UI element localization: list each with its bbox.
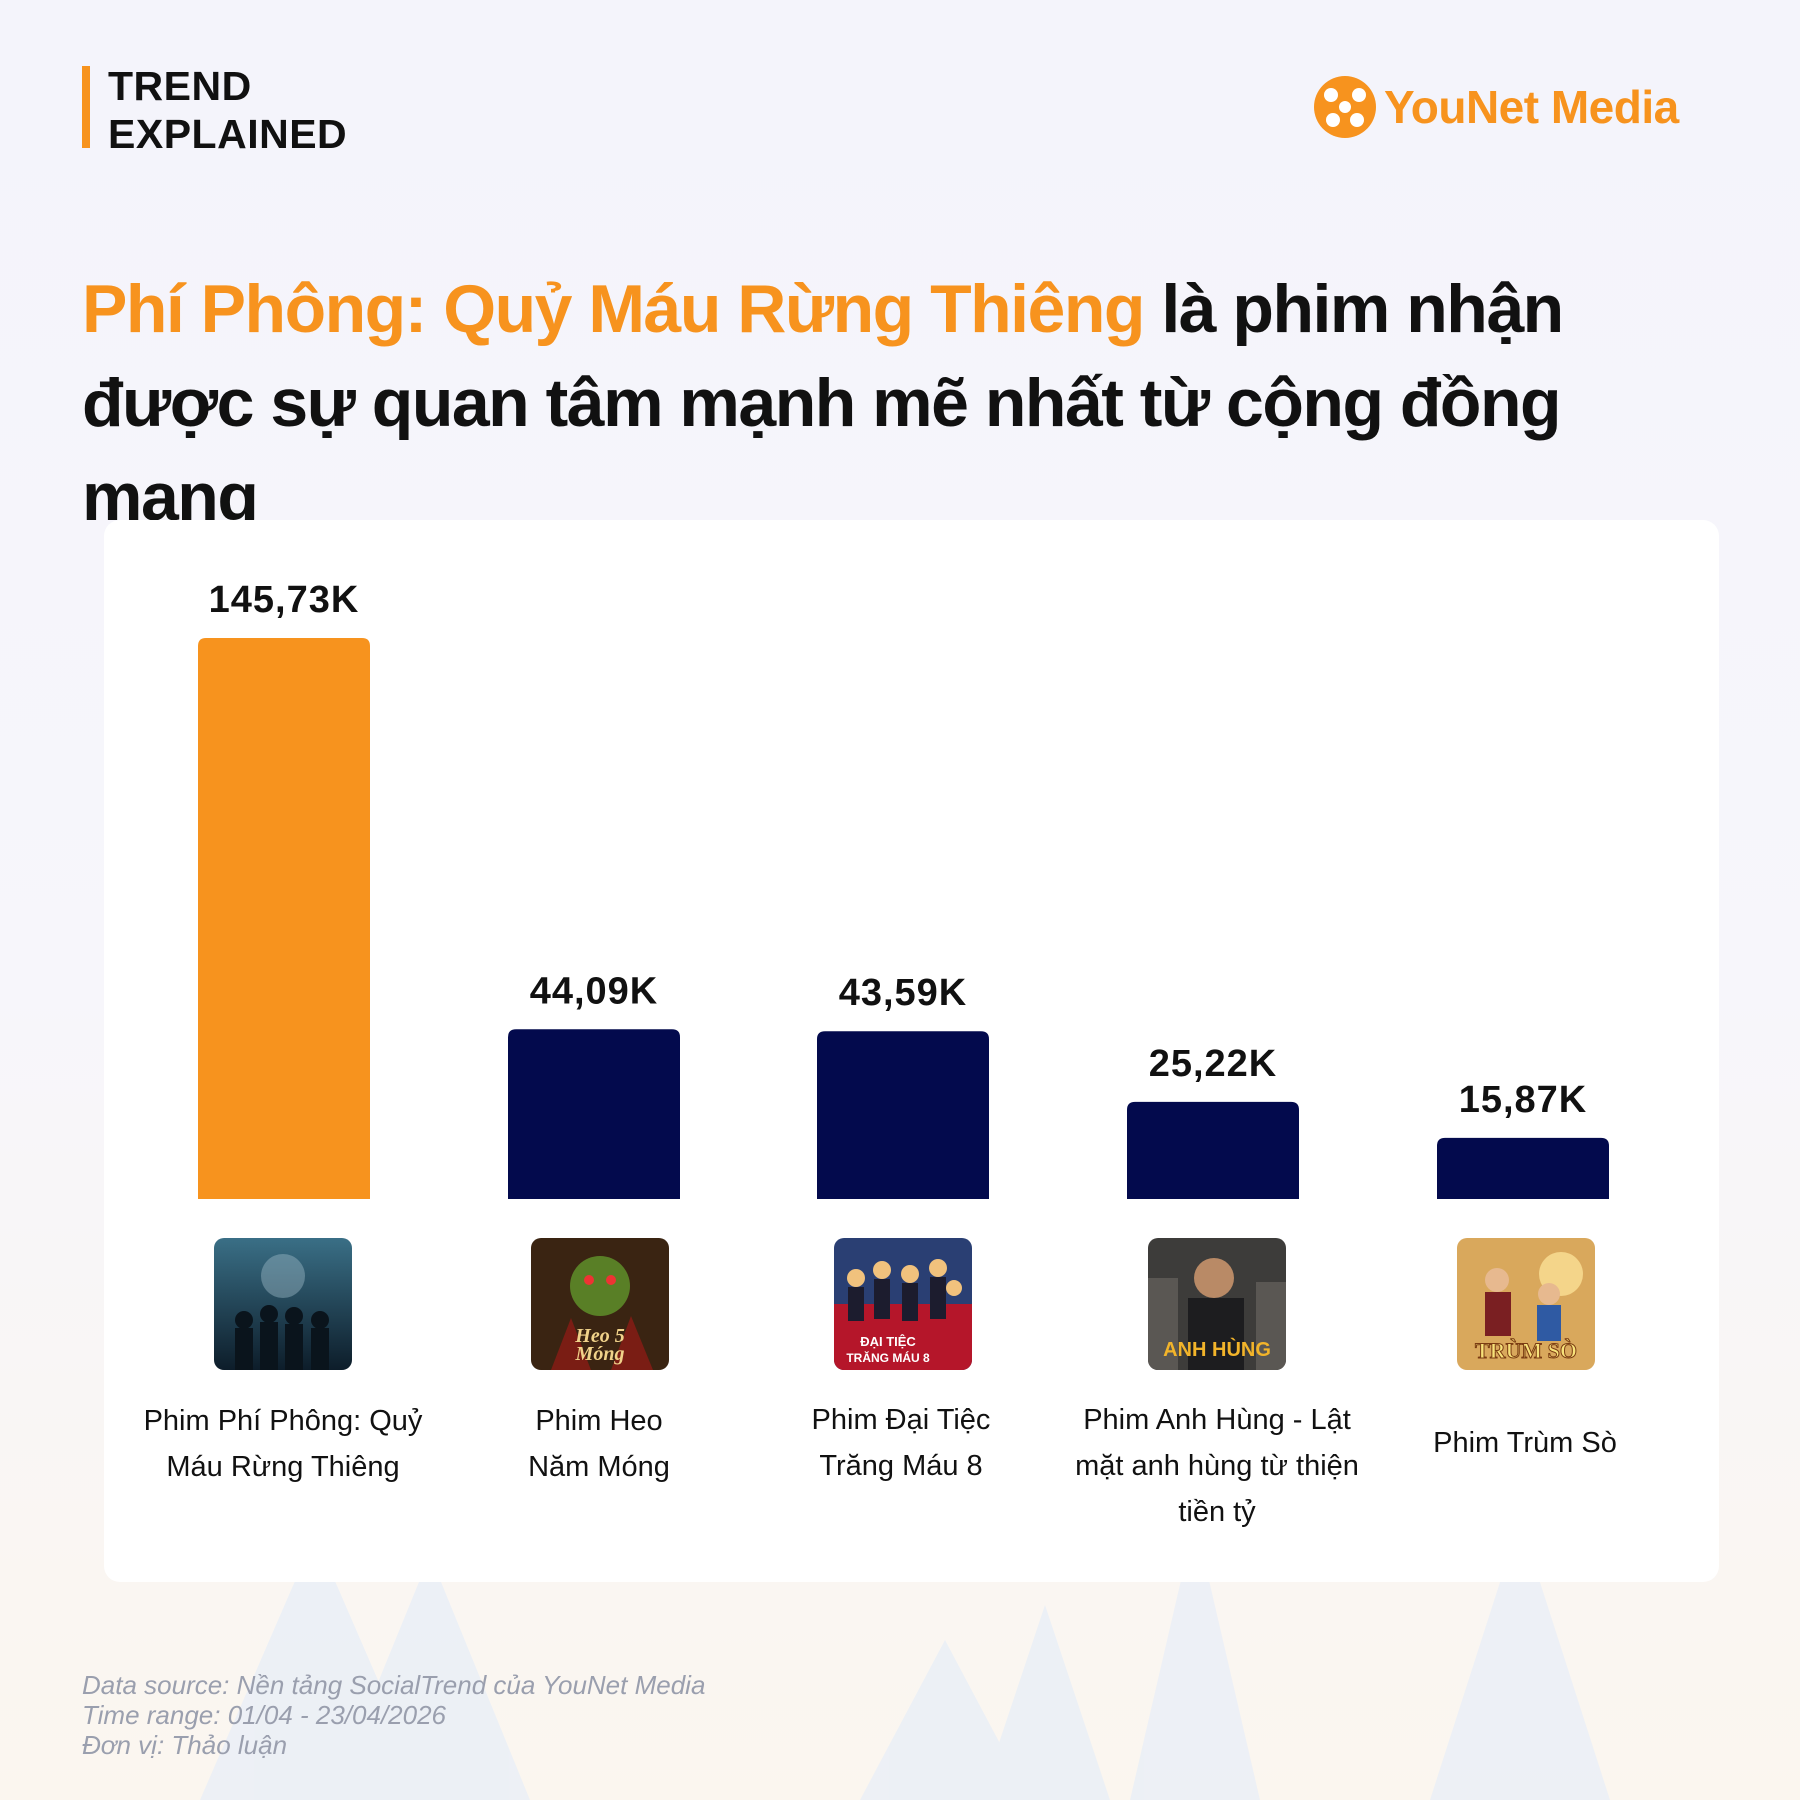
category-label-line: mặt anh hùng từ thiện bbox=[1075, 1450, 1359, 1482]
time-range-note: Time range: 01/04 - 23/04/2026 bbox=[82, 1700, 447, 1730]
brand-accent-bar bbox=[82, 66, 90, 148]
value-label-4: 25,22K bbox=[1149, 1043, 1278, 1085]
value-label-1: 145,73K bbox=[209, 579, 360, 621]
category-label-3: Phim Đại Tiệc Trăng Máu 8 bbox=[746, 1397, 1056, 1489]
category-label-line: Phim Đại Tiệc bbox=[811, 1404, 991, 1436]
category-label-line: Phim Heo bbox=[535, 1405, 663, 1437]
value-label-2: 44,09K bbox=[530, 970, 659, 1012]
title-rest: là phim nhận được sự quan tâm mạnh mẽ nh… bbox=[82, 271, 1564, 535]
poster-title-1: ĐẠI TIỆC bbox=[860, 1334, 916, 1349]
bar-1 bbox=[198, 638, 370, 1199]
value-label-3: 43,59K bbox=[839, 972, 968, 1014]
footer-notes: Data source: Nền tảng SocialTrend của Yo… bbox=[82, 1670, 705, 1760]
bar-4 bbox=[1127, 1101, 1299, 1199]
category-label-line: Trăng Máu 8 bbox=[819, 1450, 983, 1482]
poster-title-2: TRĂNG MÁU 8 bbox=[846, 1350, 930, 1365]
bar-2 bbox=[508, 1029, 680, 1199]
poster-title: TRÙM SÒ bbox=[1475, 1338, 1577, 1363]
poster-heo-nam-mong: Heo 5 Móng bbox=[531, 1238, 669, 1370]
bar-5 bbox=[1437, 1137, 1609, 1199]
younet-media-logo: YouNet Media bbox=[1312, 74, 1679, 140]
category-label-4: Phim Anh Hùng - Lật mặt anh hùng từ thiệ… bbox=[1062, 1397, 1372, 1535]
younet-logo-icon bbox=[1314, 76, 1376, 138]
category-label-2: Phim Heo Năm Móng bbox=[444, 1398, 754, 1490]
poster-title: ANH HÙNG bbox=[1163, 1337, 1271, 1361]
value-label-5: 15,87K bbox=[1459, 1079, 1588, 1121]
brand-line-1: TREND bbox=[108, 63, 252, 109]
category-label-5: Phim Trùm Sò bbox=[1370, 1420, 1680, 1466]
poster-phi-phong bbox=[214, 1238, 352, 1370]
poster-title-1: Heo 5 bbox=[574, 1325, 624, 1347]
data-source-note: Data source: Nền tảng SocialTrend của Yo… bbox=[82, 1670, 706, 1700]
logo-wordmark: YouNet Media bbox=[1384, 81, 1679, 133]
category-label-1: Phim Phí Phông: Quỷ Máu Rừng Thiêng bbox=[128, 1398, 438, 1490]
poster-trum-so: TRÙM SÒ bbox=[1457, 1238, 1595, 1370]
category-label-line: Phim Trùm Sò bbox=[1433, 1427, 1617, 1459]
title-highlight: Phí Phông: Quỷ Máu Rừng Thiêng bbox=[82, 271, 1145, 347]
poster-dai-tiec-trang-mau: ĐẠI TIỆC TRĂNG MÁU 8 bbox=[834, 1238, 972, 1370]
category-label-line: Máu Rừng Thiêng bbox=[166, 1451, 400, 1483]
category-label-line: Phim Anh Hùng - Lật bbox=[1083, 1404, 1351, 1436]
poster-title-2: Móng bbox=[575, 1343, 625, 1365]
poster-anh-hung: ANH HÙNG bbox=[1148, 1238, 1286, 1370]
brand-line-2: EXPLAINED bbox=[108, 111, 348, 157]
category-label-line: Năm Móng bbox=[528, 1451, 670, 1483]
category-label-line: Phim Phí Phông: Quỷ bbox=[143, 1405, 423, 1437]
category-label-line: tiền tỷ bbox=[1178, 1496, 1256, 1528]
unit-note: Đơn vị: Thảo luận bbox=[82, 1730, 288, 1760]
bar-3 bbox=[817, 1031, 989, 1199]
page-title: Phí Phông: Quỷ Máu Rừng Thiêng là phim n… bbox=[82, 262, 1732, 544]
